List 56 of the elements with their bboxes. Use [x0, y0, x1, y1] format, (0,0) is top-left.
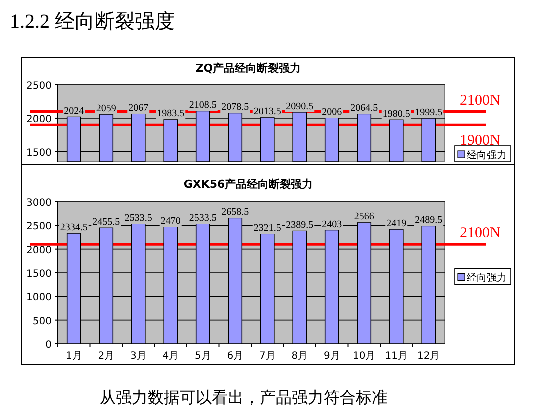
- x-tick-label: 12月: [418, 351, 440, 362]
- y-tick-label: 2000: [26, 114, 52, 126]
- x-tick-label: 5月: [194, 351, 212, 362]
- ref-line-label: 2100N: [460, 226, 501, 242]
- y-tick-label: 3000: [26, 198, 52, 209]
- data-label: 1999.5: [415, 108, 443, 119]
- data-label: 2470: [160, 216, 181, 228]
- ref-line-label: 2100N: [460, 92, 501, 109]
- data-label: 2403: [322, 219, 342, 230]
- data-label: 1983.5: [157, 108, 185, 120]
- y-tick-label: 1500: [26, 269, 52, 280]
- y-tick-label: 2500: [26, 81, 52, 92]
- chart-title: ZQ产品经向断裂强力: [196, 62, 302, 75]
- data-label: 2533.5: [189, 213, 217, 224]
- data-label: 2078.5: [222, 102, 250, 114]
- legend-label: 经向强力: [467, 272, 507, 284]
- x-tick-label: 2月: [98, 351, 115, 362]
- legend: 经向强力: [454, 268, 512, 286]
- text: 1.2.2 经向断裂强度: [10, 11, 175, 33]
- x-tick-label: 10月: [353, 351, 376, 362]
- x-tick-label: 6月: [227, 351, 244, 362]
- data-label: 2059: [96, 104, 116, 115]
- data-label: 2067: [128, 102, 149, 114]
- y-tick-label: 1000: [26, 292, 52, 304]
- data-label: 2419: [386, 218, 407, 230]
- x-tick-label: 9月: [324, 351, 340, 362]
- x-tick-label: 8月: [292, 351, 308, 362]
- x-tick-label: 11月: [385, 351, 408, 362]
- data-label: 2455.5: [92, 216, 120, 228]
- data-label: 2090.5: [286, 101, 314, 112]
- text: 从强力数据可以看出，产品强力符合标准: [100, 388, 388, 407]
- x-tick-label: 4月: [162, 351, 180, 362]
- data-label: 2108.5: [189, 100, 217, 112]
- data-label: 2024: [64, 106, 84, 117]
- legend: 经向强力: [454, 146, 512, 162]
- x-tick-label: 3月: [130, 351, 147, 362]
- chart-title: GXK56产品经向断裂强力: [184, 178, 314, 191]
- data-label: 2533.5: [124, 213, 152, 224]
- data-label: 2334.5: [60, 222, 88, 234]
- data-label: 2489.5: [415, 215, 443, 226]
- data-label: 2389.5: [286, 220, 314, 231]
- data-label: 2006: [322, 107, 342, 118]
- data-label: 2566: [354, 212, 374, 223]
- data-label: 1980.5: [382, 108, 410, 120]
- x-tick-label: 7月: [259, 351, 276, 362]
- y-tick-label: 2500: [26, 222, 52, 233]
- data-label: 2321.5: [254, 223, 282, 234]
- y-tick-label: 1500: [26, 148, 52, 159]
- data-label: 2658.5: [222, 207, 250, 218]
- x-tick-label: 1月: [66, 351, 82, 362]
- y-tick-label: 500: [32, 316, 52, 328]
- y-tick-label: 2000: [26, 245, 52, 256]
- y-tick-label: 0: [46, 340, 52, 351]
- data-label: 2064.5: [350, 103, 378, 114]
- legend-label: 经向强力: [467, 150, 507, 162]
- data-label: 2013.5: [254, 106, 282, 118]
